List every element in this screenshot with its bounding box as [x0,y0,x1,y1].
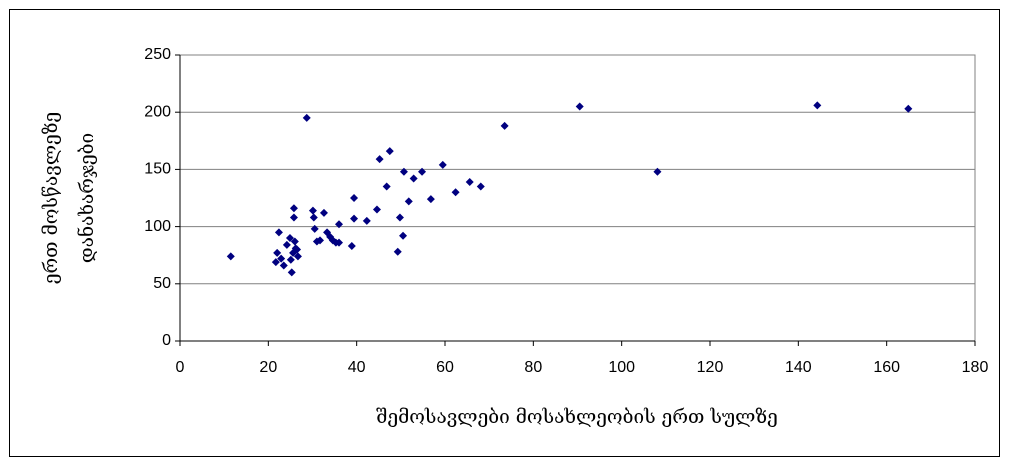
point [335,238,343,247]
point [382,182,391,191]
point [226,252,235,261]
point [575,102,584,111]
point [310,224,319,233]
point [653,167,662,176]
point [290,237,299,246]
point [285,234,294,243]
x-tick-label: 140 [785,359,812,376]
point [500,121,509,130]
y-tick-label: 0 [162,332,171,349]
x-axis-title: შემოსავლები მოსახლეობის ერთ სულზე [376,406,778,428]
x-tick-label: 20 [259,359,277,376]
point [273,248,282,257]
point [418,167,427,176]
point [347,242,356,251]
x-tick-label: 40 [348,359,366,376]
point [395,213,404,222]
y-axis-title: დანახარჯები [76,133,98,263]
point [404,197,413,206]
point [286,255,295,264]
point [372,205,381,214]
point [350,214,359,223]
point [813,101,822,110]
x-tick-label: 80 [524,359,542,376]
point [409,174,418,183]
y-tick-label: 200 [144,103,171,120]
x-tick-label: 60 [436,359,454,376]
point [385,147,394,156]
point [362,216,371,225]
point [309,213,318,222]
x-tick-label: 120 [697,359,724,376]
point [350,194,359,202]
y-tick-label: 150 [144,161,171,178]
point [293,252,302,261]
point [904,104,913,113]
point [393,247,402,256]
point [399,167,408,176]
point [399,231,408,240]
x-tick-label: 0 [176,359,185,376]
point [289,213,298,222]
point [293,245,302,254]
point [289,204,298,213]
point [316,236,325,245]
point [476,182,485,191]
point [302,113,311,122]
point [465,177,474,186]
point [451,188,460,197]
point [271,258,280,267]
point [319,208,328,217]
point [274,228,283,237]
y-tick-label: 50 [153,275,171,292]
point [279,261,288,270]
point [426,195,435,204]
point [375,155,384,164]
y-tick-label: 100 [144,218,171,235]
point [335,220,343,229]
x-tick-label: 100 [608,359,635,376]
x-tick-label: 160 [873,359,900,376]
point [308,206,317,215]
plot-area [179,54,976,342]
point [277,254,286,263]
x-tick-label: 180 [962,359,989,376]
point [287,268,296,277]
point [438,160,447,169]
point [282,240,291,249]
y-axis-title: ერთ მოსწავლეზე [40,112,62,284]
y-tick-label: 250 [144,46,171,63]
